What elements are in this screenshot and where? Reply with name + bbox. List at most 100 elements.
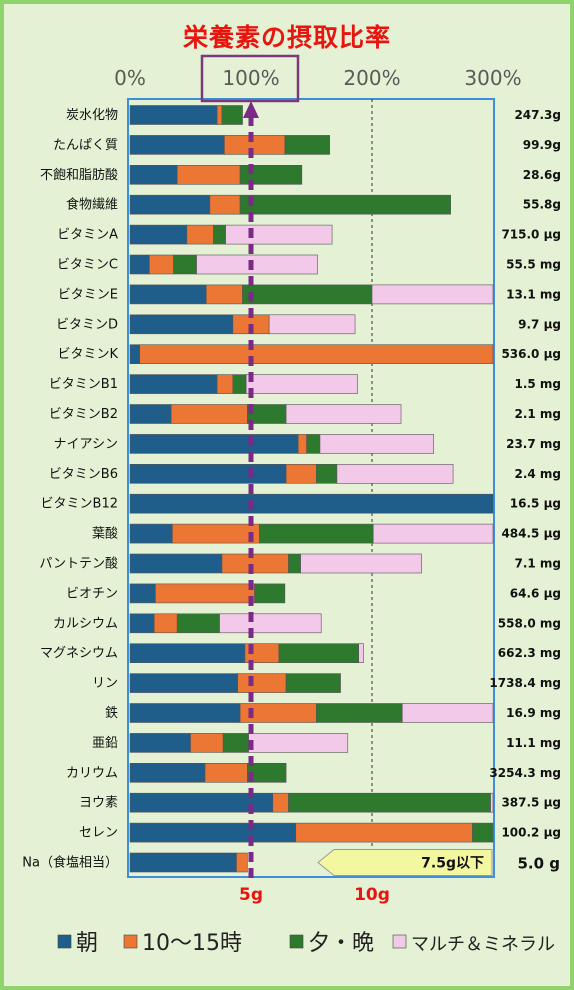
category-label: ビタミンB1 xyxy=(49,377,118,392)
bar-segment xyxy=(216,105,223,125)
bar-segment xyxy=(196,254,318,275)
category-label: 炭水化物 xyxy=(66,108,118,123)
bar-segment xyxy=(129,284,207,305)
amount-label: 558.0 mg xyxy=(498,616,561,630)
bar-segment xyxy=(204,762,248,783)
bar-segment xyxy=(372,523,494,544)
na-target-arrow xyxy=(317,849,493,876)
bar-segment xyxy=(176,613,220,634)
category-label: リン xyxy=(92,676,118,691)
bar-segment xyxy=(285,463,317,484)
bar-segment xyxy=(129,852,237,873)
bar-segment xyxy=(237,673,287,693)
bar-segment xyxy=(285,673,341,693)
bar-segment xyxy=(176,165,241,185)
amount-label: 16.5 μg xyxy=(510,497,561,511)
bar-segment xyxy=(225,224,333,245)
amount-label: 9.7 μg xyxy=(518,317,561,331)
legend-swatch xyxy=(392,934,407,949)
category-label: ナイアシン xyxy=(54,437,118,452)
bar-segment xyxy=(336,463,454,484)
amount-label: 5.0 g xyxy=(517,855,560,873)
category-label: ビタミンC xyxy=(57,258,118,273)
na-scale-label: 10g xyxy=(354,885,390,905)
bar-segment xyxy=(129,314,234,335)
bar-segment xyxy=(129,434,299,454)
amount-label: 100.2 μg xyxy=(501,826,561,840)
bar-segment xyxy=(295,822,473,843)
amount-label: 23.7 mg xyxy=(506,437,561,451)
na-target-label: 7.5g以下 xyxy=(421,856,484,872)
legend-swatch xyxy=(57,934,72,949)
amount-label: 7.1 mg xyxy=(514,557,561,571)
bar-segment xyxy=(129,822,297,843)
bar-segment xyxy=(129,254,150,275)
category-label: セレン xyxy=(79,826,118,841)
bar-segment xyxy=(278,643,359,664)
bar-segment xyxy=(129,194,211,215)
legend-swatch xyxy=(123,934,138,949)
amount-label: 2.1 mg xyxy=(514,407,561,421)
bar-segment xyxy=(219,613,322,634)
bar-segment xyxy=(272,792,289,813)
bar-segment xyxy=(316,703,403,723)
amount-label: 99.9g xyxy=(523,138,561,152)
legend-label: 夕・晩 xyxy=(308,931,374,956)
category-label: ビタミンK xyxy=(57,347,118,362)
bar-segment xyxy=(319,434,435,454)
legend-label: マルチ＆ミネラル xyxy=(411,934,555,955)
bar-segment xyxy=(205,284,243,305)
bar-segment xyxy=(247,762,287,783)
category-label: 亜鉛 xyxy=(92,736,118,751)
bar-segment xyxy=(245,374,358,394)
amount-label: 247.3g xyxy=(514,108,561,122)
category-label: ビタミンD xyxy=(56,317,118,332)
bar-segment xyxy=(371,284,494,305)
bar-segment xyxy=(248,733,349,753)
amount-label: 536.0 μg xyxy=(501,347,561,361)
bar-segment xyxy=(224,135,286,155)
amount-label: 484.5 μg xyxy=(501,527,561,541)
category-label: 葉酸 xyxy=(92,527,118,542)
legend-label: 10～15時 xyxy=(142,931,242,956)
amount-label: 662.3 mg xyxy=(498,646,561,660)
bar-segment xyxy=(284,135,330,155)
bar-segment xyxy=(129,583,156,604)
bar-segment xyxy=(213,224,226,245)
bar-segment xyxy=(306,434,321,454)
bar-segment xyxy=(285,404,402,424)
bar-segment xyxy=(216,374,234,394)
bar-segment xyxy=(297,434,307,454)
bar-segment xyxy=(129,553,223,574)
bar-segment xyxy=(254,583,286,604)
category-label: カルシウム xyxy=(53,616,118,631)
bar-segment xyxy=(222,733,249,753)
bar-segment xyxy=(129,613,155,634)
bar-segment xyxy=(401,703,494,723)
bar-segment xyxy=(232,374,247,394)
category-label: ヨウ素 xyxy=(79,796,118,811)
bar-segment xyxy=(129,463,287,484)
category-label: 食物繊維 xyxy=(66,197,118,213)
bar-segment xyxy=(358,643,364,664)
bar-segment xyxy=(221,553,289,574)
bar-segment xyxy=(129,673,238,693)
bar-segment xyxy=(129,105,218,125)
bar-segment xyxy=(288,553,301,574)
x-tick-label: 0% xyxy=(114,66,146,90)
bar-segment xyxy=(172,523,260,544)
bar-segment xyxy=(221,105,243,125)
amount-label: 28.6g xyxy=(523,168,561,182)
bar-segment xyxy=(129,135,225,155)
plot-area xyxy=(127,98,495,878)
chart-title: 栄養素の摂取比率 xyxy=(182,23,391,52)
bar-segment xyxy=(153,613,178,634)
amount-label: 2.4 mg xyxy=(514,467,561,481)
bar-segment xyxy=(268,314,356,335)
bar-segment xyxy=(129,165,178,185)
bar-segment xyxy=(209,194,241,215)
bar-segment xyxy=(316,463,338,484)
bar-segment xyxy=(490,792,494,813)
bar-segment xyxy=(239,194,451,215)
